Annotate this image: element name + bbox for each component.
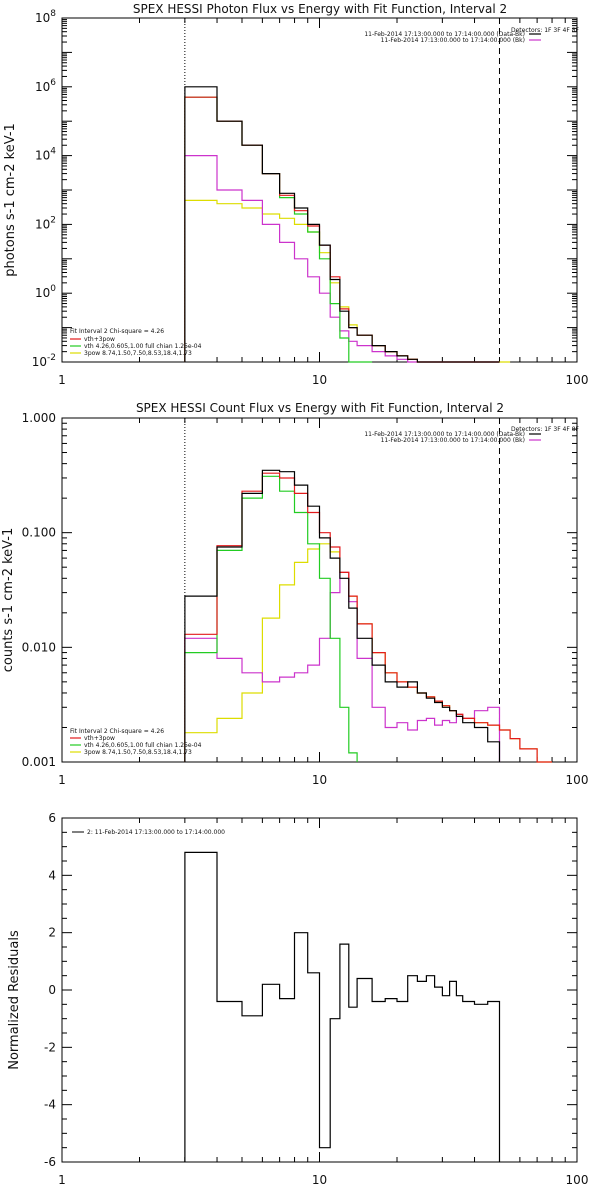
x-tick-label: 10 — [312, 773, 327, 787]
series-vth — [184, 475, 358, 762]
residuals-series — [184, 851, 501, 1162]
y-tick-label: 0.010 — [22, 640, 56, 654]
photon-flux-ylabel: photons s-1 cm-2 keV-1 — [3, 123, 18, 277]
y-tick-label: 10-2 — [32, 353, 56, 369]
count-flux-legend-header: Detectors: 1F 3F 4F 8F — [511, 426, 580, 433]
photon-flux-panel: SPEX HESSI Photon Flux vs Energy with Fi… — [3, 2, 588, 387]
x-tick-label: 1 — [58, 1173, 66, 1187]
count-flux-ytick-labels: 0.001 0.010 0.100 1.000 — [22, 411, 56, 769]
series-bk — [184, 155, 500, 363]
residuals-legend-label: 2: 11-Feb-2014 17:13:00.000 to 17:14:00.… — [87, 829, 225, 836]
residuals-ylabel: Normalized Residuals — [7, 930, 22, 1070]
residuals-ytick-labels: -6 -4 -2 0 2 4 6 — [44, 811, 56, 1169]
photon-flux-xtick-labels: 1 10 100 — [58, 373, 588, 387]
residuals-legend: 2: 11-Feb-2014 17:13:00.000 to 17:14:00.… — [72, 829, 225, 836]
count-flux-legend-databk: 11-Feb-2014 17:13:00.000 to 17:14:00.000… — [364, 431, 525, 438]
y-tick-label: 1.000 — [22, 411, 56, 425]
count-flux-fit-total: vth+3pow — [84, 735, 115, 742]
y-tick-label: 0.001 — [22, 755, 56, 769]
photon-flux-legend-header: Detectors: 1F 3F 4F 8F — [511, 27, 580, 34]
count-flux-legend: Detectors: 1F 3F 4F 8F 11-Feb-2014 17:13… — [70, 426, 580, 756]
y-tick-label: 0.100 — [22, 526, 56, 540]
x-tick-label: 10 — [312, 373, 327, 387]
series-3pow — [184, 543, 552, 763]
y-tick-label: -6 — [44, 1155, 56, 1169]
x-tick-label: 100 — [566, 773, 589, 787]
y-tick-label: 0 — [48, 983, 56, 997]
y-tick-label: -4 — [44, 1098, 56, 1112]
count-flux-fit-vth: vth 4.26,0.605,1.00 full chian 1.25e-04 — [84, 742, 202, 749]
count-flux-fit-header: Fit Interval 2 Chi-square = 4.26 — [70, 728, 164, 735]
y-tick-label: 102 — [35, 215, 56, 231]
count-flux-title: SPEX HESSI Count Flux vs Energy with Fit… — [136, 401, 504, 415]
x-tick-label: 100 — [566, 373, 589, 387]
photon-flux-axes — [61, 17, 578, 363]
photon-flux-series — [184, 86, 511, 363]
count-flux-xtick-labels: 1 10 100 — [58, 773, 588, 787]
residuals-panel: Normalized Residuals -6 -4 -2 0 2 4 6 1 10 100 2… — [7, 811, 588, 1187]
x-tick-label: 10 — [312, 1173, 327, 1187]
y-tick-label: -2 — [44, 1040, 56, 1054]
series-vth — [184, 96, 373, 363]
count-flux-panel: SPEX HESSI Count Flux vs Energy with Fit… — [1, 401, 588, 787]
photon-flux-fit-vth: vth 4.26,0.605,1.00 full chian 1.25e-04 — [84, 343, 202, 350]
series-bk — [184, 571, 501, 762]
count-flux-ylabel: counts s-1 cm-2 keV-1 — [1, 528, 16, 673]
y-tick-label: 4 — [48, 868, 56, 882]
x-tick-label: 1 — [58, 773, 66, 787]
y-tick-label: 104 — [35, 147, 56, 163]
y-tick-label: 100 — [35, 284, 56, 300]
x-tick-label: 100 — [566, 1173, 589, 1187]
count-flux-fit-3pow: 3pow 8.74,1.50,7.50,8.53,18.4,1.73 — [84, 749, 192, 756]
photon-flux-fit-header: Fit Interval 2 Chi-square = 4.26 — [70, 328, 164, 335]
residuals-xtick-labels: 1 10 100 — [58, 1173, 588, 1187]
photon-flux-title: SPEX HESSI Photon Flux vs Energy with Fi… — [133, 2, 507, 16]
photon-flux-fit-total: vth+3pow — [84, 336, 115, 343]
photon-flux-legend-bk: 11-Feb-2014 17:13:00.000 to 17:14:00.000… — [381, 37, 525, 44]
series-fit_total — [184, 96, 500, 363]
y-tick-label: 108 — [35, 9, 56, 25]
series-total — [184, 86, 500, 363]
y-tick-label: 2 — [48, 926, 56, 940]
count-flux-series — [184, 469, 552, 763]
photon-flux-legend: Detectors: 1F 3F 4F 8F 11-Feb-2014 17:13… — [70, 27, 580, 357]
photon-flux-legend-databk: 11-Feb-2014 17:13:00.000 to 17:14:00.000… — [364, 31, 525, 38]
y-tick-label: 6 — [48, 811, 56, 825]
y-tick-label: 106 — [35, 78, 56, 94]
x-tick-label: 1 — [58, 373, 66, 387]
photon-flux-ytick-labels: 10-2 100 102 104 106 108 — [32, 9, 57, 369]
photon-flux-fit-3pow: 3pow 8.74,1.50,7.50,8.53,18.4,1.73 — [84, 350, 192, 357]
series-total — [184, 851, 501, 1162]
series-total — [184, 469, 501, 762]
count-flux-legend-bk: 11-Feb-2014 17:13:00.000 to 17:14:00.000… — [381, 437, 525, 444]
